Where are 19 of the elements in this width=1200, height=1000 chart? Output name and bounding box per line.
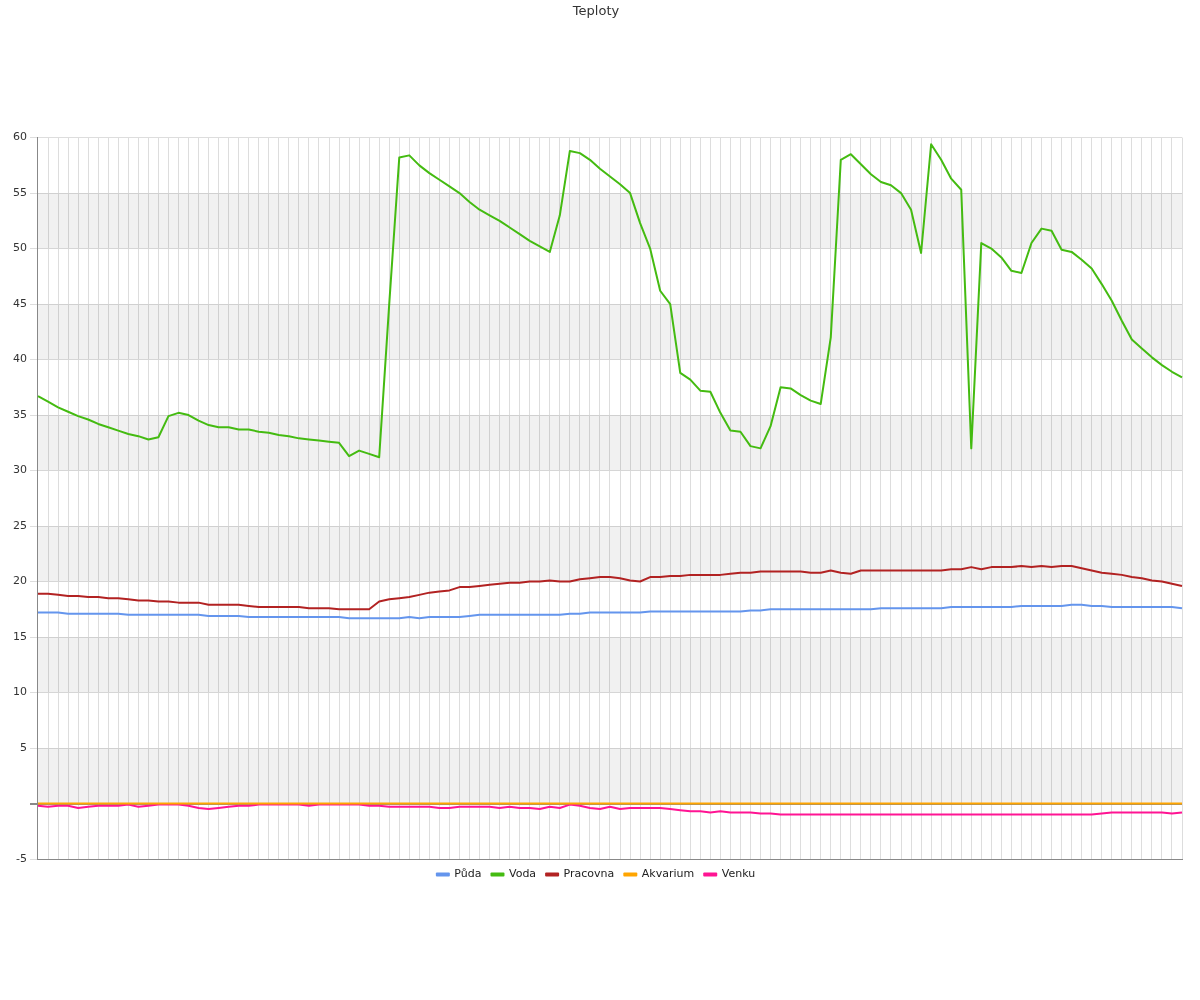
y-tick-label: 30: [13, 463, 27, 477]
y-tick-label: 40: [13, 352, 27, 366]
y-tick-label: 60: [13, 130, 27, 144]
chart-title: Teploty: [571, 3, 620, 19]
y-tick-label: -5: [16, 851, 27, 865]
y-tick-label: 20: [13, 574, 27, 588]
legend-label: Půda: [454, 867, 482, 881]
y-tick-label: 15: [13, 629, 27, 643]
y-tick-label: 10: [13, 685, 27, 699]
legend-label: Venku: [721, 867, 756, 881]
y-tick-label: 5: [20, 740, 27, 754]
y-tick-label: 35: [13, 407, 27, 421]
y-tick-label: 50: [13, 241, 27, 255]
y-tick-label: 55: [13, 185, 27, 199]
legend-label: Voda: [508, 867, 537, 881]
y-tick-label: 25: [13, 518, 27, 532]
y-tick-label: 45: [13, 296, 27, 310]
legend-label: Pracovna: [563, 867, 615, 881]
legend-label: Akvarium: [641, 867, 695, 881]
